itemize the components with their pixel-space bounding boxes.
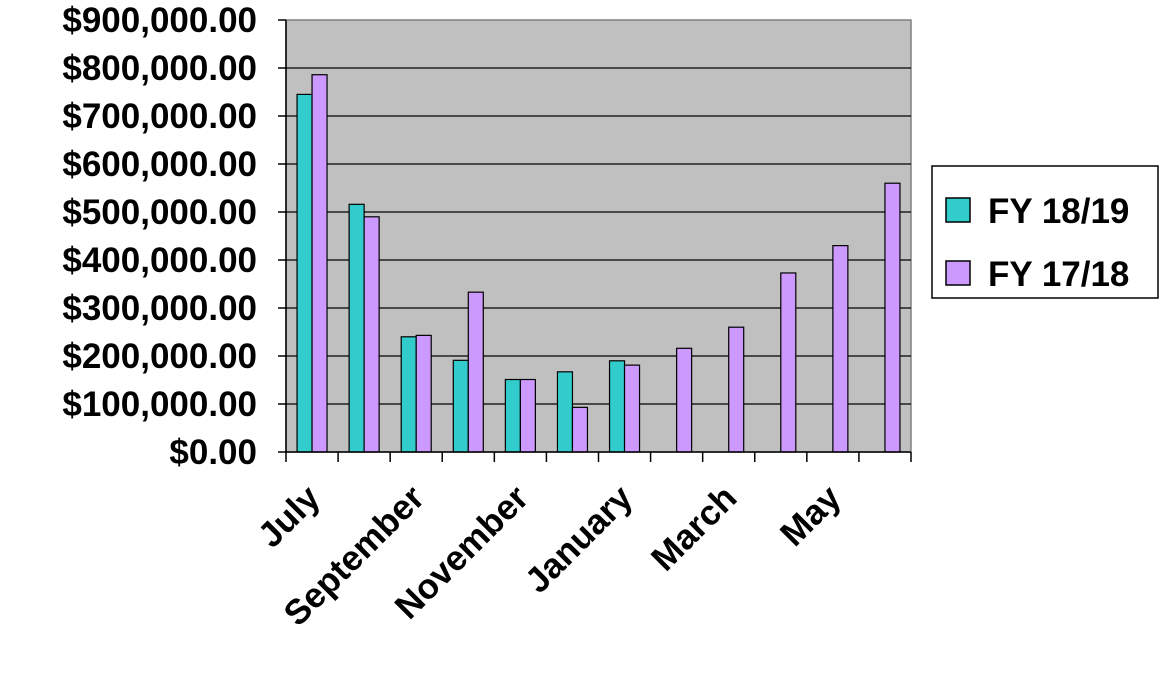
bar-fy1819-july [296,93,313,453]
bar-fy1718-may [832,245,849,453]
bar-fy1718-december [571,406,589,453]
bar-fy1718-january [623,364,641,453]
y-tick-label: $600,000.00 [62,145,257,184]
x-category-label-january: January [518,478,641,601]
bar-fy1718-august [363,216,380,453]
bar-fy1718-november [519,378,536,453]
bar-fy1718-october [467,291,484,453]
legend: FY 18/19 FY 17/18 [931,165,1159,299]
bar-fy1819-october [452,359,469,453]
x-category-label-july: July [251,478,328,555]
bar-fy1819-august [348,203,365,453]
bar-fy1718-july [311,74,328,453]
x-category-label-may: May [773,478,849,554]
y-tick-label: $0.00 [169,433,257,472]
x-category-label-march: March [644,478,744,578]
legend-label-fy1819: FY 18/19 [988,192,1129,231]
bar-fy1718-april [780,272,797,453]
legend-label-fy1718: FY 17/18 [988,255,1129,294]
plot-area [285,19,912,453]
bar-fy1819-january [608,360,626,453]
x-axis-ticks [285,452,912,462]
grid-lines [286,67,911,405]
y-tick-label: $900,000.00 [62,1,257,40]
y-tick-label: $300,000.00 [62,289,257,328]
y-tick-label: $800,000.00 [62,49,257,88]
y-axis-tick-labels: $0.00 $100,000.00 $200,000.00 $300,000.00 $4… [62,1,257,472]
bar-fy1718-september [415,334,432,453]
y-tick-label: $100,000.00 [62,385,257,424]
bar-fy1718-march [728,326,745,453]
bar-fy1718-february [676,347,693,453]
y-tick-label: $500,000.00 [62,193,257,232]
y-tick-label: $200,000.00 [62,337,257,376]
bar-fy1819-september [400,336,417,453]
bar-fy1819-november [504,378,521,453]
y-tick-label: $700,000.00 [62,97,257,136]
bar-fy1718-june [884,182,901,453]
y-tick-label: $400,000.00 [62,241,257,280]
legend-swatch-fy1819 [945,197,971,223]
legend-swatch-fy1718 [945,260,971,286]
y-axis-ticks [278,19,286,453]
bar-fy1819-december [556,371,574,453]
